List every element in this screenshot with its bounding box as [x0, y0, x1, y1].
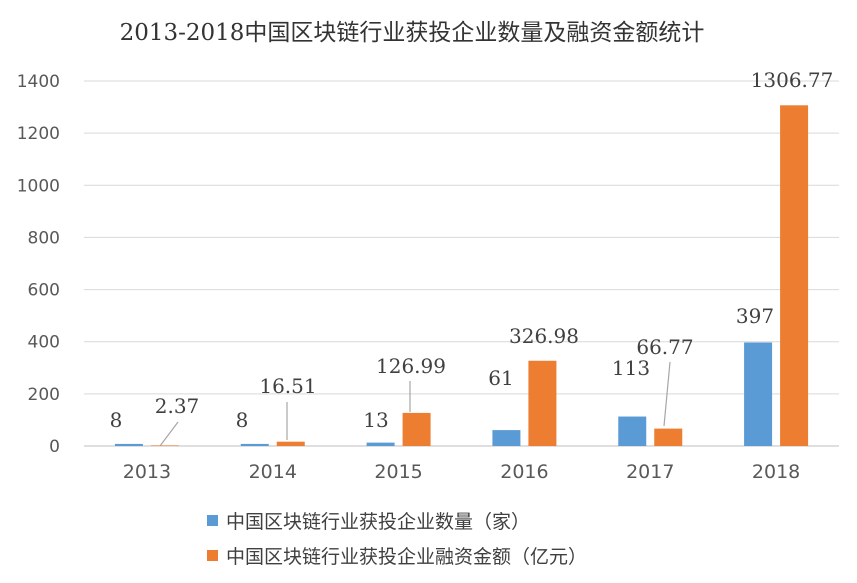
data-label: 113: [612, 356, 650, 380]
x-tick-label: 2016: [500, 461, 548, 483]
data-label: 61: [488, 366, 513, 390]
legend-label: 中国区块链行业获投企业融资金额（亿元）: [226, 546, 587, 568]
data-label: 397: [736, 304, 774, 328]
bar-funding-amount: [150, 445, 179, 446]
x-tick-label: 2017: [626, 461, 674, 483]
bar-company-count: [618, 416, 647, 446]
label-leader-line: [159, 421, 179, 447]
label-leader-line: [663, 361, 671, 427]
bar-company-count: [366, 442, 395, 446]
y-tick-label: 1200: [17, 124, 60, 144]
y-tick-label: 400: [28, 333, 60, 353]
bar-company-count: [240, 443, 269, 446]
y-axis-ticks: 0 200 400 600 800 1000 1200 1400: [17, 72, 60, 457]
data-label: 66.77: [636, 335, 693, 359]
data-label: 326.98: [509, 324, 579, 348]
y-tick-label: 600: [28, 281, 60, 301]
x-tick-label: 2014: [249, 461, 297, 483]
bar-funding-amount: [528, 360, 557, 446]
gridlines: [84, 80, 839, 447]
data-label: 1306.77: [751, 68, 834, 92]
data-label: 13: [363, 408, 388, 432]
legend-swatch: [207, 550, 218, 561]
bar-funding-amount: [402, 412, 431, 446]
bar-company-count: [492, 430, 521, 446]
bar-company-count: [114, 443, 143, 446]
legend-swatch: [207, 515, 218, 526]
x-tick-label: 2015: [374, 461, 422, 483]
data-label: 16.51: [259, 374, 316, 398]
y-tick-label: 0: [49, 437, 60, 457]
data-label: 126.99: [376, 354, 446, 378]
x-axis-ticks: 2013 2014 2015 2016 2017 2018: [123, 461, 801, 483]
bar-funding-amount: [654, 428, 683, 446]
legend: 中国区块链行业获投企业数量（家） 中国区块链行业获投企业融资金额（亿元）: [207, 511, 587, 568]
y-tick-label: 200: [28, 385, 60, 405]
bar-funding-amount: [276, 441, 305, 446]
bar-funding-amount: [780, 105, 809, 446]
chart-title: 2013-2018中国区块链行业获投企业数量及融资金额统计: [120, 20, 705, 46]
bars: [114, 105, 809, 446]
data-labels: 8 8 13 61 113 397 2.37 16.51 126.99 326.98 66.77 13…: [110, 68, 834, 432]
label-leader-lines: [159, 361, 671, 447]
x-tick-label: 2013: [123, 461, 171, 483]
data-label: 2.37: [155, 394, 200, 418]
x-tick-label: 2018: [752, 461, 800, 483]
y-tick-label: 1000: [17, 176, 60, 196]
legend-label: 中国区块链行业获投企业数量（家）: [226, 511, 530, 533]
data-label: 8: [110, 408, 123, 432]
bar-company-count: [744, 342, 773, 446]
data-label: 8: [236, 408, 249, 432]
y-tick-label: 1400: [17, 72, 60, 92]
y-tick-label: 800: [28, 228, 60, 248]
